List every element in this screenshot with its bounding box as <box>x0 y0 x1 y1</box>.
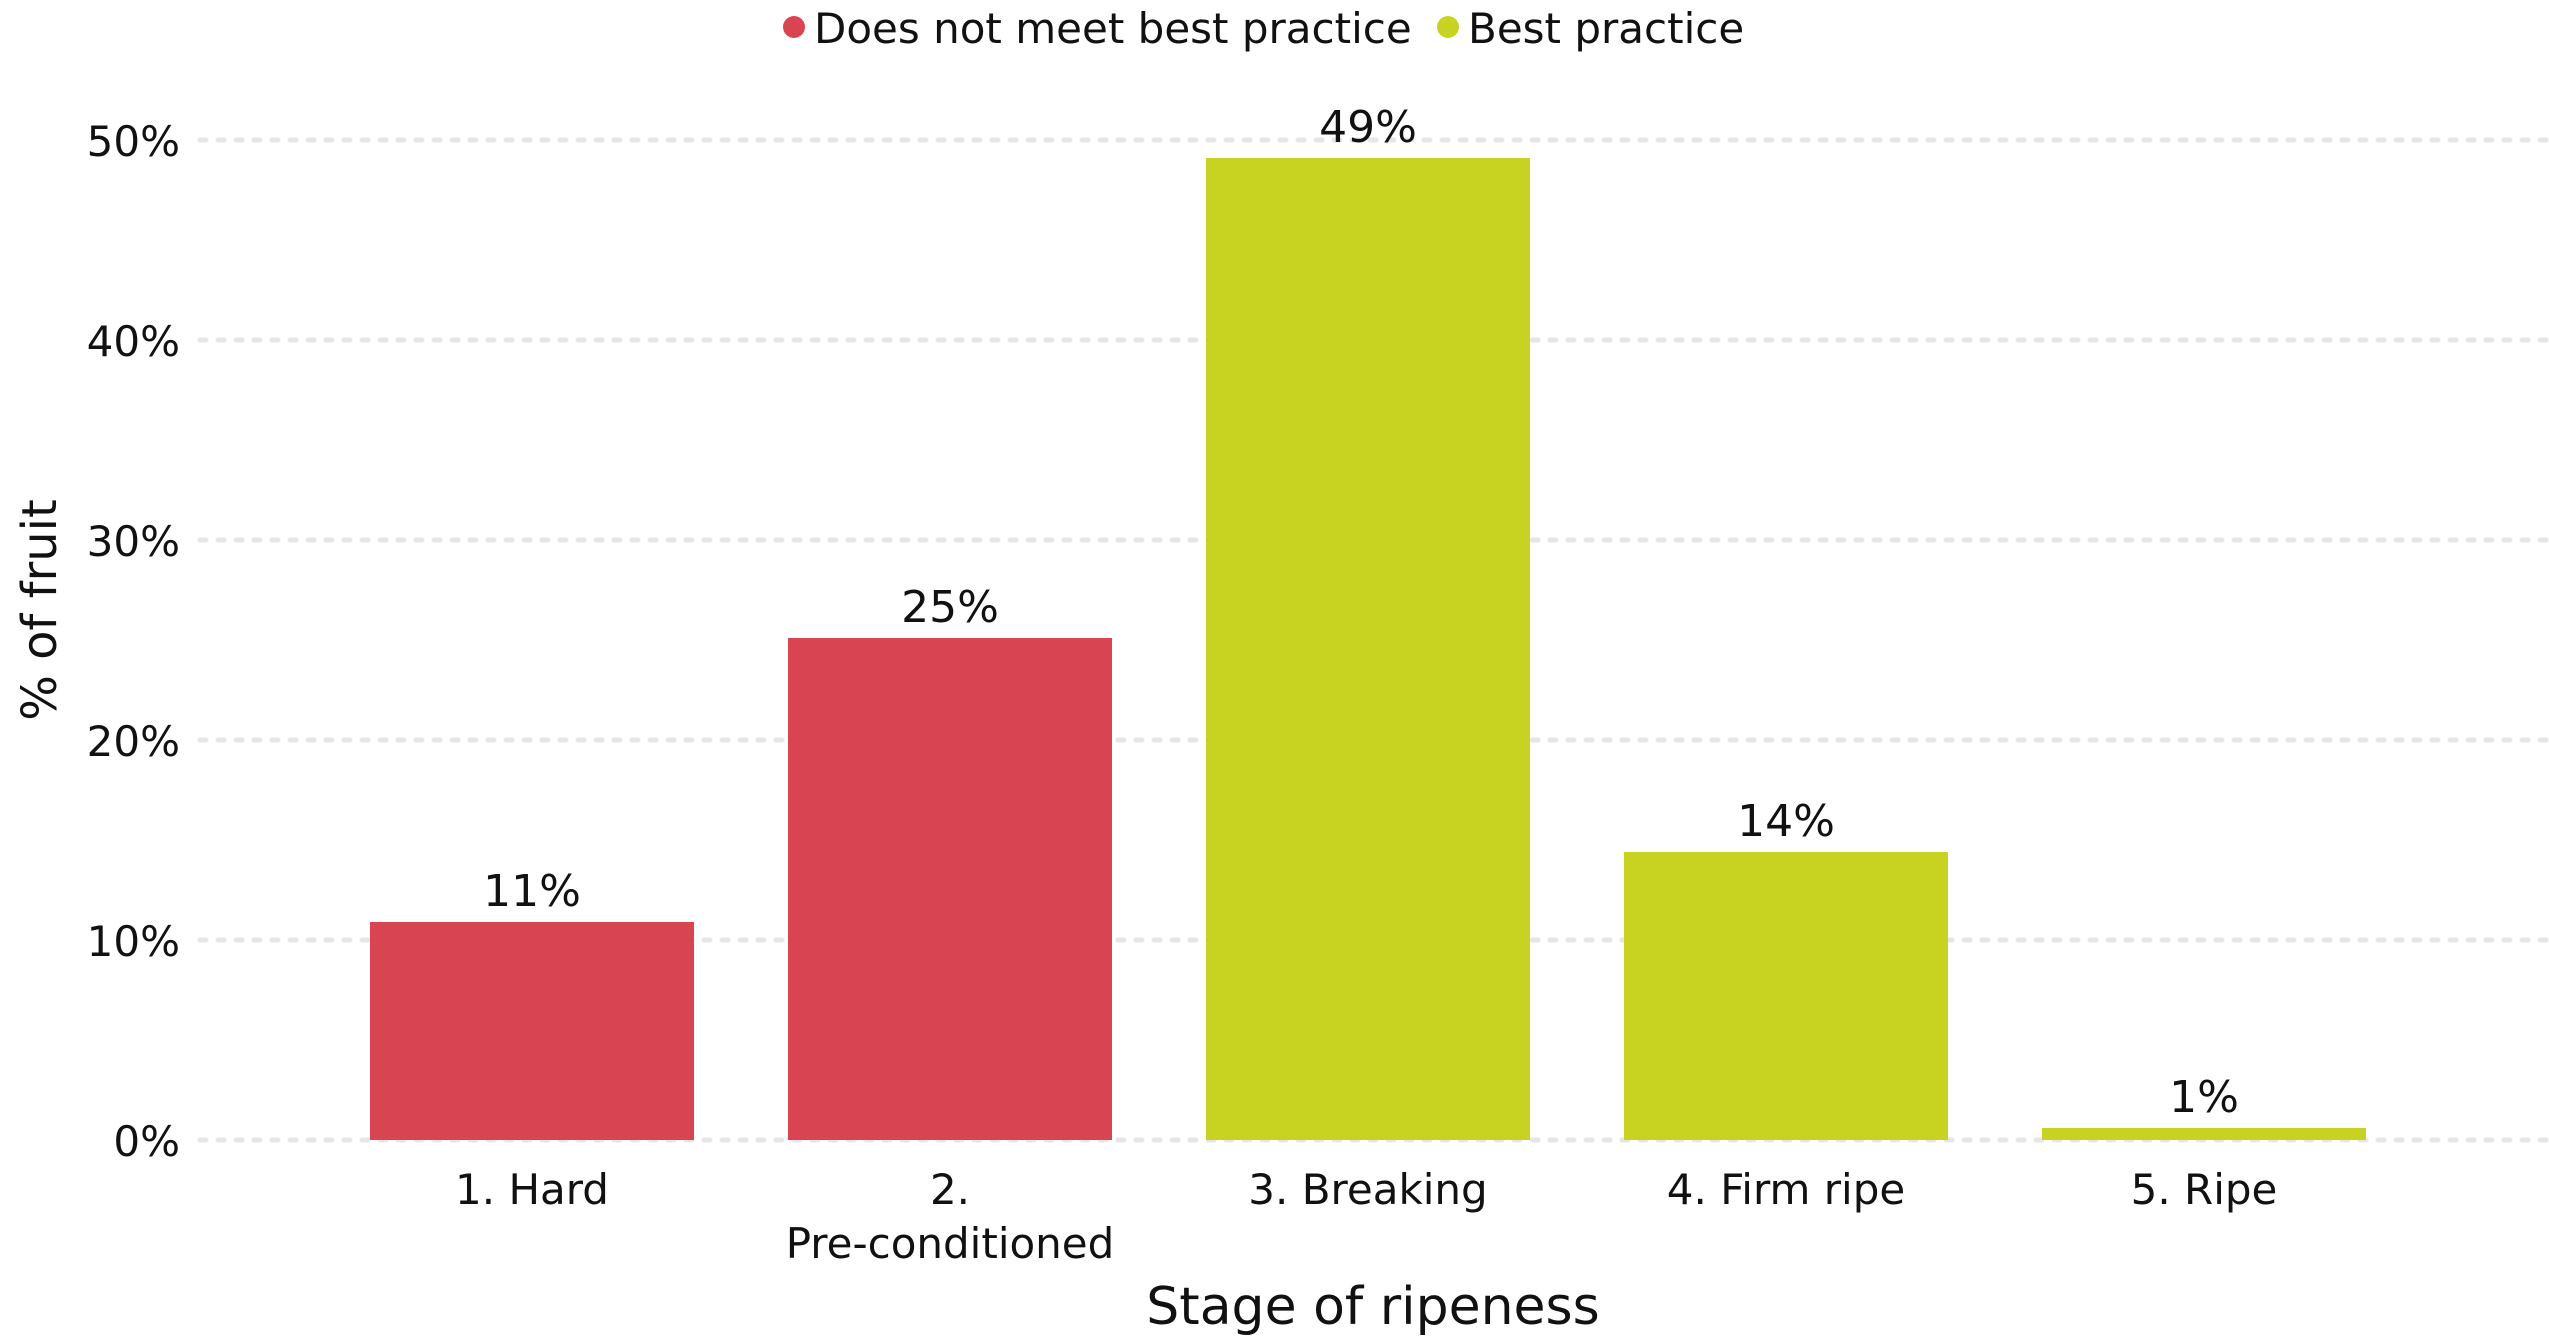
bar-value-label: 11% <box>483 866 581 917</box>
x-tick-label: 2. <box>930 1165 970 1214</box>
y-tick-label: 50% <box>87 117 180 166</box>
y-axis-title: % of fruit <box>12 499 68 721</box>
y-tick-label: 30% <box>87 517 180 566</box>
bar-value-label: 25% <box>901 582 999 633</box>
y-tick-label: 10% <box>87 917 180 966</box>
x-tick-label: 3. Breaking <box>1248 1165 1487 1214</box>
bar-3 <box>1206 158 1530 1140</box>
bar-1 <box>370 922 694 1140</box>
legend-label-not_best: Does not meet best practice <box>814 4 1412 53</box>
bar-value-label: 14% <box>1737 796 1835 847</box>
legend: Does not meet best practice Best practice <box>783 4 1744 53</box>
x-axis-title: Stage of ripeness <box>1146 1277 1599 1337</box>
bar-2 <box>788 638 1112 1140</box>
y-axis: 0% 10% 20% 30% 40% 50% <box>87 117 180 1166</box>
y-tick-label: 0% <box>113 1117 180 1166</box>
legend-marker-not_best <box>783 16 805 38</box>
legend-label-best: Best practice <box>1468 4 1744 53</box>
y-tick-label: 20% <box>87 717 180 766</box>
bars <box>370 158 2366 1140</box>
bar-value-label: 1% <box>2169 1072 2239 1123</box>
bar-5 <box>2042 1128 2366 1140</box>
x-axis: 1. Hard 2. Pre-conditioned 3. Breaking 4. Fi… <box>455 1165 2277 1268</box>
x-tick-label: 1. Hard <box>455 1165 609 1214</box>
x-tick-label: 4. Firm ripe <box>1667 1165 1905 1214</box>
legend-marker-best <box>1437 16 1459 38</box>
y-tick-label: 40% <box>87 317 180 366</box>
bar-4 <box>1624 852 1948 1140</box>
x-tick-label: 5. Ripe <box>2131 1165 2278 1214</box>
value-labels: 11% 25% 49% 14% 1% <box>483 102 2239 1123</box>
bar-value-label: 49% <box>1319 102 1417 153</box>
x-tick-label: Pre-conditioned <box>786 1219 1115 1268</box>
